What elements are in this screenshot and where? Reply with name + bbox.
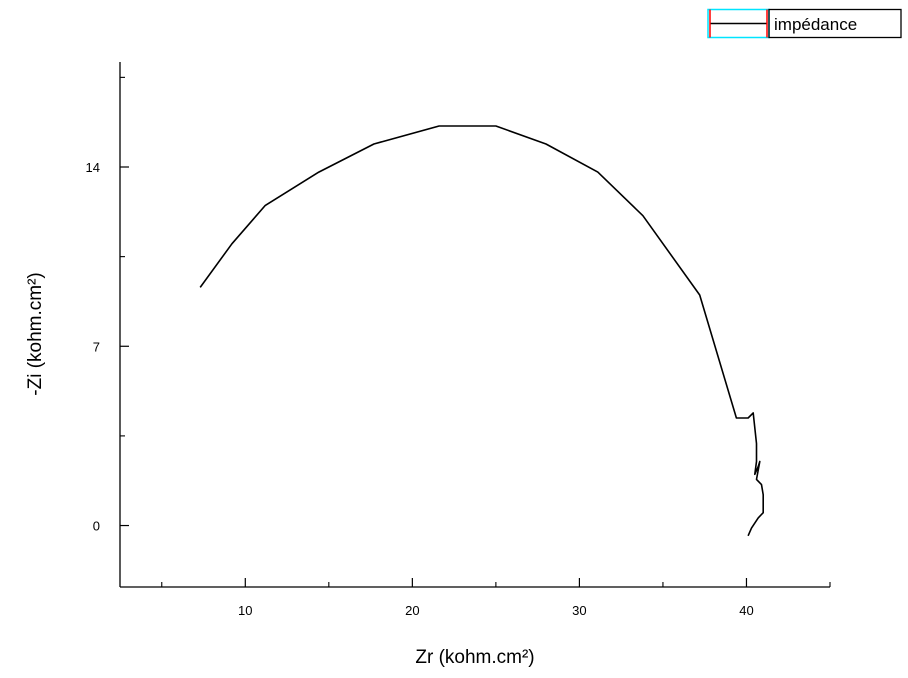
y-tick-label: 7 bbox=[93, 339, 100, 354]
x-axis-title: Zr (kohm.cm²) bbox=[415, 647, 534, 668]
legend: impédance bbox=[707, 8, 902, 39]
axes bbox=[119, 62, 830, 588]
x-tick-label: 10 bbox=[238, 603, 252, 618]
legend-text-frame bbox=[768, 8, 902, 39]
series-line-impedance bbox=[199, 125, 765, 537]
y-axis-title: -Zi (kohm.cm²) bbox=[25, 272, 46, 395]
y-tick-label: 0 bbox=[93, 519, 100, 534]
legend-label: impédance bbox=[774, 15, 857, 34]
x-tick-label: 40 bbox=[739, 603, 753, 618]
series bbox=[199, 125, 765, 537]
y-tick-label: 14 bbox=[86, 160, 100, 175]
tick-labels: 10 20 30 40 0 7 14 bbox=[86, 160, 754, 618]
x-tick-label: 30 bbox=[572, 603, 586, 618]
x-tick-label: 20 bbox=[405, 603, 419, 618]
ticks bbox=[120, 76, 831, 587]
